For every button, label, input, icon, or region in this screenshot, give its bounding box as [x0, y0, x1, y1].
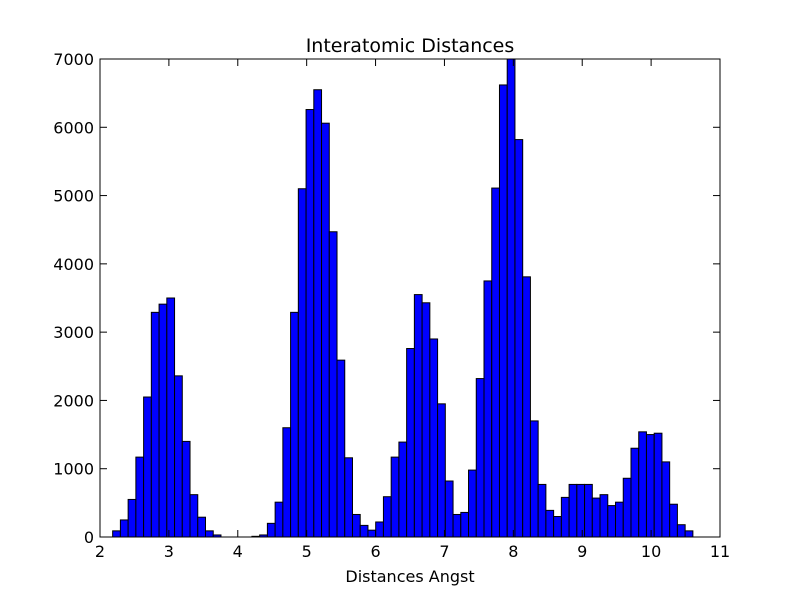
histogram-bar — [460, 511, 470, 538]
histogram-bar — [615, 501, 624, 538]
x-tick-label: 9 — [577, 542, 587, 561]
histogram-bar — [630, 447, 640, 538]
x-tick-label: 3 — [164, 542, 174, 561]
histogram-bar — [622, 477, 632, 538]
histogram-bar — [282, 427, 292, 538]
y-tick-label: 2000 — [53, 391, 94, 410]
histogram-bar — [189, 494, 199, 538]
x-axis-label: Distances Angst — [345, 567, 474, 586]
histogram-bar — [205, 530, 214, 538]
histogram-bar — [266, 522, 276, 538]
y-tick-label: 7000 — [53, 50, 94, 69]
histogram-bar — [684, 530, 694, 538]
axis-ticks: 2 3 4 5 6 7 8 9 10 11 0 1000 2000 3000 4000 5000 6000 700… — [53, 50, 730, 561]
histogram-bar — [537, 483, 547, 538]
histogram-bar — [506, 58, 516, 538]
histogram-bar — [150, 311, 160, 538]
histogram-bar — [328, 231, 338, 538]
histogram-bar — [112, 530, 121, 538]
y-tick-label: 6000 — [53, 118, 94, 137]
histogram-bar — [158, 303, 168, 538]
x-tick-label: 8 — [508, 542, 518, 561]
histogram-bar — [143, 396, 152, 538]
histogram-bar — [413, 294, 423, 538]
x-tick-label: 10 — [641, 542, 661, 561]
x-tick-label: 2 — [95, 542, 105, 561]
histogram-bar — [498, 84, 508, 538]
histogram-bar — [274, 501, 284, 538]
histogram-bar — [181, 440, 191, 538]
histogram-bar — [375, 521, 384, 538]
histogram-bar — [305, 109, 315, 538]
histogram-bar — [166, 297, 176, 538]
histogram-bar — [491, 187, 500, 538]
histogram-bar — [661, 461, 671, 538]
histogram-bar — [599, 494, 609, 538]
histogram-bar — [336, 359, 346, 538]
chart-title: Interatomic Distances — [306, 35, 515, 57]
histogram-bar — [638, 431, 647, 538]
histogram-bar — [398, 441, 408, 538]
histogram-bar — [676, 524, 686, 538]
histogram-bar — [584, 483, 593, 538]
histogram-bar — [591, 497, 601, 538]
x-tick-label: 7 — [439, 542, 449, 561]
histogram-bar — [514, 139, 524, 538]
histogram-bar — [669, 503, 678, 538]
histogram-bar — [483, 280, 493, 538]
histogram-bar — [390, 456, 400, 538]
histogram-bar — [135, 456, 145, 538]
histogram-bar — [297, 188, 307, 538]
histogram-bar — [653, 432, 663, 538]
histogram-bar — [406, 348, 415, 538]
histogram-bar — [560, 496, 570, 538]
histogram-bar — [359, 524, 369, 538]
x-tick-label: 6 — [370, 542, 380, 561]
histogram-bar — [367, 529, 377, 538]
x-tick-label: 5 — [302, 542, 312, 561]
histogram-bar — [127, 498, 137, 538]
histogram-bar — [351, 513, 361, 538]
histogram-bar — [119, 519, 129, 538]
histogram-bar — [174, 375, 183, 538]
x-tick-label: 11 — [710, 542, 730, 561]
histogram-bar — [437, 403, 446, 538]
histogram-bar — [321, 122, 330, 538]
histogram-bar — [421, 302, 431, 538]
histogram-bar — [522, 276, 531, 538]
y-tick-label: 4000 — [53, 255, 94, 274]
histogram-bar — [607, 505, 617, 538]
histogram-bar — [382, 496, 392, 538]
histogram-bar — [344, 457, 353, 538]
histogram-bar — [475, 378, 485, 538]
histogram-bar — [429, 338, 439, 538]
x-tick-label: 4 — [233, 542, 243, 561]
histogram-bar — [444, 480, 454, 538]
histogram-bar — [290, 311, 299, 538]
y-tick-label: 1000 — [53, 460, 94, 479]
histogram-bar — [645, 434, 655, 538]
histogram-bar — [545, 509, 555, 538]
histogram-bar — [313, 89, 323, 538]
plot-area-frame — [99, 58, 721, 538]
y-tick-label: 0 — [84, 528, 94, 547]
histogram-bar — [576, 483, 586, 538]
histogram-bar — [468, 469, 477, 538]
bars-layer — [112, 58, 694, 538]
y-tick-label: 5000 — [53, 187, 94, 206]
y-tick-label: 3000 — [53, 323, 94, 342]
histogram-bar — [529, 420, 539, 538]
histogram-bar — [553, 516, 562, 538]
histogram-bar — [197, 516, 206, 538]
histogram-bar — [568, 483, 578, 538]
histogram-bar — [452, 513, 462, 538]
